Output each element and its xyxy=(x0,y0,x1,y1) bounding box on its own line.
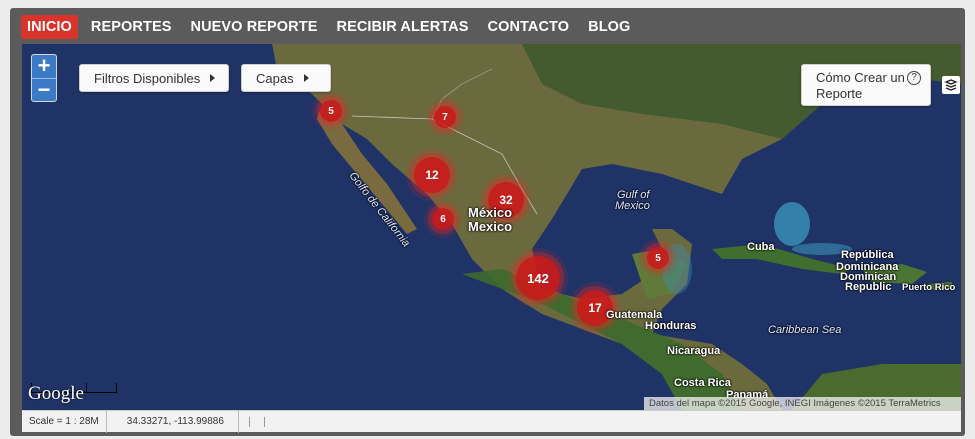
google-logo: Google xyxy=(28,383,84,404)
label-gulf-mexico: Mexico xyxy=(615,200,650,212)
cluster-marker[interactable]: 5 xyxy=(647,247,669,269)
filters-button[interactable]: Filtros Disponibles xyxy=(79,64,229,92)
nav-blog[interactable]: BLOG xyxy=(588,19,631,35)
filters-label: Filtros Disponibles xyxy=(94,70,201,86)
cluster-marker[interactable]: 6 xyxy=(432,208,454,230)
label-honduras: Honduras xyxy=(645,320,697,332)
label-costa-rica: Costa Rica xyxy=(674,377,731,389)
cluster-marker[interactable]: 142 xyxy=(516,256,560,300)
label-gulf-of: Gulf of xyxy=(617,189,650,201)
cluster-marker[interactable]: 5 xyxy=(320,100,342,122)
caret-right-icon xyxy=(210,74,216,82)
zoom-out-button[interactable]: − xyxy=(32,78,56,101)
label-puerto-rico: Puerto Rico xyxy=(902,282,956,293)
label-cuba: Cuba xyxy=(747,241,775,253)
nav-nuevo-reporte[interactable]: NUEVO REPORTE xyxy=(190,19,318,35)
question-icon: ? xyxy=(907,71,921,85)
nav-recibir-alertas[interactable]: RECIBIR ALERTAS xyxy=(336,19,469,35)
coordinate-readout: 34.33271, -113.99886 xyxy=(107,410,239,433)
cluster-marker[interactable]: 12 xyxy=(414,157,450,193)
label-mexico-en: Mexico xyxy=(468,219,513,234)
nav-inicio[interactable]: INICIO xyxy=(21,15,78,39)
cluster-marker[interactable]: 32 xyxy=(488,182,524,218)
cluster-marker[interactable]: 7 xyxy=(434,106,456,128)
nav-contacto[interactable]: CONTACTO xyxy=(487,19,570,35)
layers-button[interactable]: Capas xyxy=(241,64,331,92)
map-status-bar: Scale = 1 : 28M 34.33271, -113.99886 xyxy=(22,410,961,433)
label-rep-dom-3: Dominican xyxy=(840,271,897,283)
layers-label: Capas xyxy=(256,70,294,86)
label-guatemala: Guatemala xyxy=(606,309,663,321)
zoom-control: + − xyxy=(31,54,57,102)
zoom-in-button[interactable]: + xyxy=(37,53,51,78)
label-rep-dom-1: República xyxy=(841,249,894,261)
scale-readout: Scale = 1 : 28M xyxy=(22,410,107,433)
label-mexico-es: México xyxy=(468,205,513,220)
label-rep-dom-2: Dominicana xyxy=(836,261,899,273)
how-to-report-button[interactable]: Cómo Crear un Reporte ? xyxy=(801,64,931,106)
nav-reportes[interactable]: REPORTES xyxy=(90,19,172,35)
caret-right-icon xyxy=(303,74,309,82)
label-caribbean-sea: Caribbean Sea xyxy=(768,324,842,336)
label-rep-dom-4: Republic xyxy=(845,281,892,293)
map-scale-bar xyxy=(31,383,117,393)
top-navigation: INICIO REPORTES NUEVO REPORTE RECIBIR AL… xyxy=(10,8,965,46)
cluster-marker[interactable]: 17 xyxy=(577,290,613,326)
map-attribution: Datos del mapa ©2015 Google, INEGI Imáge… xyxy=(644,397,961,410)
help-label: Cómo Crear un Reporte xyxy=(816,70,905,101)
status-grip-icon xyxy=(248,416,265,427)
label-nicaragua: Nicaragua xyxy=(667,345,721,357)
layers-icon[interactable] xyxy=(942,76,960,94)
